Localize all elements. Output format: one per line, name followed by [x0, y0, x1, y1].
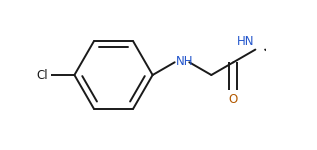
Text: Cl: Cl — [36, 69, 48, 81]
Text: HN: HN — [237, 35, 254, 48]
Text: O: O — [229, 93, 238, 106]
Text: NH: NH — [176, 55, 193, 68]
